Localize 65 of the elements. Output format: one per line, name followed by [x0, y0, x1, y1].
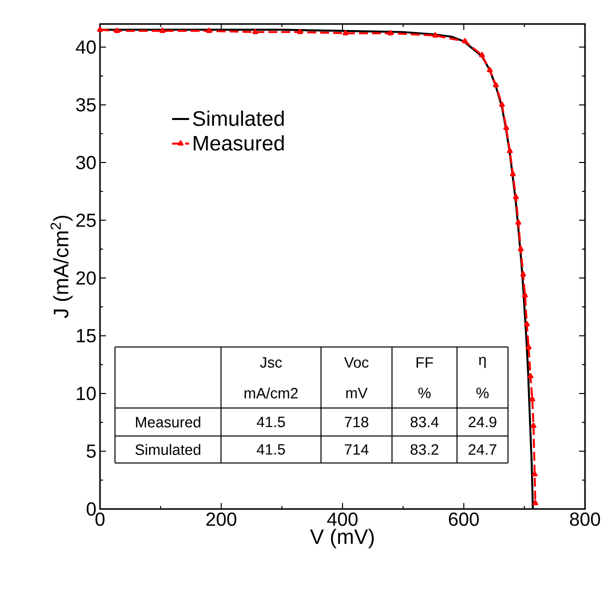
legend-label: Simulated [193, 110, 284, 126]
y-tick-label: 10 [76, 386, 96, 400]
point [297, 28, 303, 34]
point [529, 396, 536, 402]
point [206, 28, 212, 34]
point [506, 148, 513, 154]
annotation: 718 [344, 416, 368, 428]
point [510, 170, 516, 176]
point [479, 52, 485, 58]
point [499, 102, 505, 107]
annotation: Voc [344, 357, 369, 368]
y-tick-label: 30 [76, 156, 96, 170]
point [520, 271, 526, 277]
annotation: 714 [344, 444, 369, 455]
point [160, 28, 166, 34]
point [432, 32, 438, 38]
point [528, 372, 534, 378]
y-tick-label: 5 [86, 444, 96, 458]
point [532, 471, 538, 476]
y-axis-title: J (mA/cm$^{2}$) [50, 216, 73, 318]
y-tick-label: 0 [86, 502, 96, 516]
point [512, 194, 519, 200]
y-tick-label: 35 [76, 98, 96, 112]
point [503, 124, 510, 130]
x-tick-label: 0 [95, 512, 105, 526]
annotation: % [418, 388, 431, 398]
x-tick-label: 200 [206, 512, 236, 526]
annotation: mA/cm2 [244, 388, 298, 398]
point [524, 321, 530, 326]
y-tick-label: 40 [76, 40, 96, 54]
x-tick-label: 600 [448, 512, 479, 526]
point [518, 246, 524, 252]
point [388, 30, 394, 36]
annotation: 83.2 [410, 444, 438, 455]
point [342, 30, 348, 36]
annotation: FF [416, 357, 434, 368]
x-tick-label: 800 [570, 512, 600, 526]
annotation: % [476, 388, 489, 398]
annotation: 83.4 [410, 416, 439, 428]
y-tick-label: 15 [76, 329, 96, 342]
y-tick-label: 25 [76, 214, 96, 227]
point [486, 66, 493, 72]
point [522, 292, 528, 298]
point [462, 38, 468, 44]
point [114, 28, 120, 34]
annotation: Measured [136, 416, 200, 428]
annotation: 41.5 [256, 416, 285, 428]
point [492, 82, 499, 88]
legend-label: Measured [194, 135, 284, 151]
point [252, 28, 258, 34]
point [515, 219, 522, 225]
annotation: 24.7 [468, 444, 496, 455]
annotation: mV [346, 388, 368, 398]
point [532, 500, 538, 506]
annotation: Simulated [135, 444, 200, 455]
annotation: 24.9 [468, 416, 496, 428]
point [97, 26, 103, 32]
annotation: 41.5 [256, 444, 285, 455]
x-tick-label: 400 [327, 512, 358, 526]
point [530, 422, 536, 428]
x-axis-title: V (mV) [310, 528, 374, 548]
y-tick-label: 20 [76, 271, 96, 285]
point [526, 344, 532, 350]
annotation: η [479, 356, 486, 368]
annotation: Jsc [260, 357, 282, 368]
